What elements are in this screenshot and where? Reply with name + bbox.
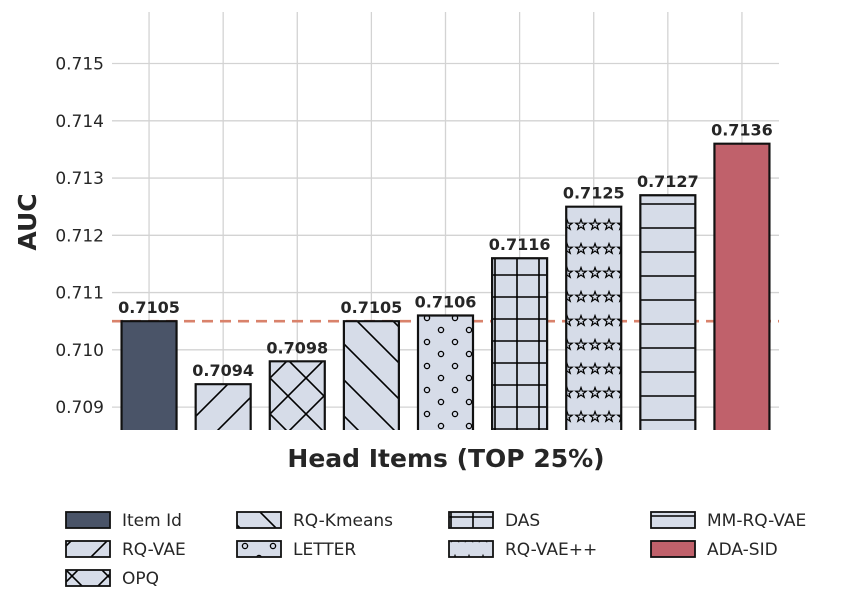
data-label: 0.7098 xyxy=(266,338,328,357)
legend-label: Item Id xyxy=(122,511,182,531)
bar-letter xyxy=(416,314,475,430)
bar-outline xyxy=(713,142,771,430)
data-label: 0.7094 xyxy=(192,361,254,380)
data-labels: 0.7105 0.7094 0.7098 0.7105 0.7106 0.7116 0.71… xyxy=(118,121,773,380)
data-label: 0.7106 xyxy=(415,292,477,311)
legend-swatch xyxy=(65,569,111,587)
y-tick-label: 0.712 xyxy=(55,226,104,246)
bar-outline xyxy=(120,320,178,430)
data-label: 0.7125 xyxy=(563,184,625,203)
legend-item-item-id: Item Id xyxy=(65,511,182,531)
bar-ada-sid xyxy=(713,142,771,431)
bar-item-id xyxy=(120,320,178,430)
legend-item-rq-vae-: RQ-VAE++ xyxy=(448,540,597,560)
data-label: 0.7136 xyxy=(711,121,773,140)
bar-mm-rq-vae xyxy=(639,194,697,430)
bar-rq-vae xyxy=(194,383,252,430)
bar-fill xyxy=(714,143,770,431)
bar-fill xyxy=(195,384,251,430)
legend-swatch xyxy=(650,540,696,558)
legend-item-letter: LETTER xyxy=(236,540,356,560)
bar-outline xyxy=(268,360,326,430)
bar-fill xyxy=(566,206,622,430)
legend-label: LETTER xyxy=(293,540,356,560)
bar-outline xyxy=(342,320,400,430)
legend-item-rq-vae: RQ-VAE xyxy=(65,540,186,560)
legend-label: MM-RQ-VAE xyxy=(707,511,806,531)
legend-swatch xyxy=(65,511,111,529)
legend-item-ada-sid: ADA-SID xyxy=(650,540,778,560)
legend-item-das: DAS xyxy=(448,511,540,531)
bar-outline xyxy=(491,257,549,430)
legend-label: RQ-Kmeans xyxy=(293,511,393,531)
data-label: 0.7105 xyxy=(341,298,403,317)
bar-fill xyxy=(269,361,325,430)
bar-opq xyxy=(268,360,326,430)
legend: Item Id RQ-VAE OPQ RQ-Kmeans LETTER DAS RQ-VAE… xyxy=(65,511,806,589)
bar-outline xyxy=(639,194,697,430)
data-label: 0.7127 xyxy=(637,172,699,191)
legend-swatch xyxy=(236,540,282,558)
data-label: 0.7105 xyxy=(118,298,180,317)
y-tick-label: 0.715 xyxy=(55,55,104,75)
legend-label: RQ-VAE++ xyxy=(505,540,597,560)
legend-swatch xyxy=(65,540,111,558)
bar-fill xyxy=(343,321,399,430)
bar-outline xyxy=(194,383,252,430)
legend-swatch xyxy=(448,511,494,529)
legend-label: RQ-VAE xyxy=(122,540,186,560)
legend-label: ADA-SID xyxy=(707,540,778,560)
bar-fill xyxy=(121,321,177,430)
y-tick-label: 0.710 xyxy=(55,341,104,361)
legend-swatch xyxy=(448,540,494,558)
bar-das xyxy=(491,257,549,430)
y-axis-title: AUC xyxy=(13,193,42,250)
bars xyxy=(120,142,771,431)
y-tick-label: 0.711 xyxy=(55,284,104,304)
y-tick-label: 0.714 xyxy=(55,112,104,132)
legend-label: DAS xyxy=(505,511,540,531)
y-axis-ticks: 0.709 0.710 0.711 0.712 0.713 0.714 0.715 xyxy=(55,55,104,419)
bar-fill xyxy=(640,195,696,430)
legend-item-mm-rq-vae: MM-RQ-VAE xyxy=(650,511,806,531)
y-tick-label: 0.709 xyxy=(55,398,104,418)
legend-item-rq-kmeans: RQ-Kmeans xyxy=(236,511,393,531)
bar-outline xyxy=(416,314,475,430)
bar-fill xyxy=(418,315,473,430)
bar-outline xyxy=(565,205,623,430)
legend-swatch xyxy=(236,511,282,529)
data-label: 0.7116 xyxy=(489,235,551,254)
x-axis-title: Head Items (TOP 25%) xyxy=(287,444,604,473)
legend-swatch xyxy=(650,511,696,529)
bar-rq-kmeans xyxy=(342,320,400,430)
legend-item-opq: OPQ xyxy=(65,569,159,589)
legend-label: OPQ xyxy=(122,569,159,589)
bar-rq-vae- xyxy=(565,205,623,430)
bar-fill xyxy=(492,258,548,430)
y-tick-label: 0.713 xyxy=(55,169,104,189)
